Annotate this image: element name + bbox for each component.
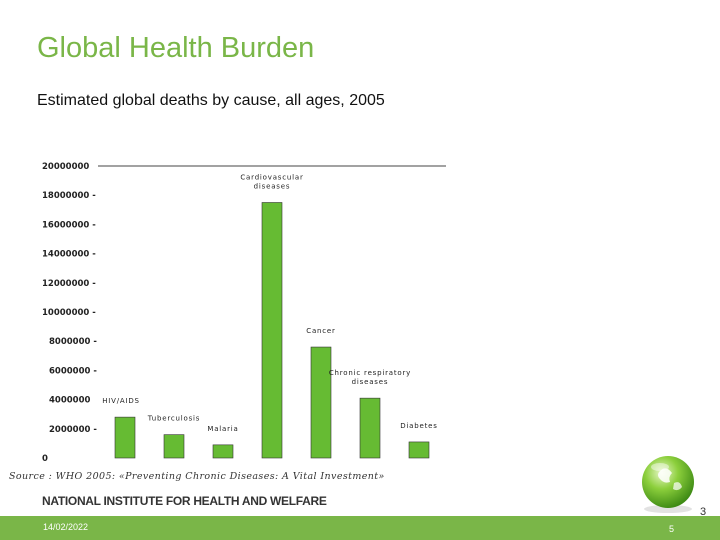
y-tick-label: 14000000 -: [42, 250, 96, 260]
page-number-top: 3: [700, 506, 707, 518]
y-tick-label: 8000000 -: [49, 337, 97, 347]
bar-label: Malaria: [207, 425, 238, 433]
y-tick-label: 12000000 -: [42, 279, 96, 289]
bar-label: diseases: [352, 378, 389, 386]
bar: [310, 346, 332, 459]
deaths-bar-chart: 0 2000000 - 4000000 6000000 - 8000000 - 10000…: [42, 162, 446, 464]
y-tick-label: 6000000 -: [49, 366, 97, 376]
bar-label: HIV/AIDS: [102, 397, 140, 405]
bar: [212, 444, 234, 459]
footer-bar: 14/02/2022 5: [0, 516, 720, 540]
slide-title: Global Health Burden: [37, 32, 315, 64]
bar-label: Cardiovascular: [240, 174, 303, 182]
bar: [114, 416, 136, 459]
y-tick-label: 2000000 -: [49, 425, 97, 435]
y-tick-label: 16000000 -: [42, 220, 96, 230]
bar-label: Diabetes: [400, 422, 437, 430]
slide-subtitle: Estimated global deaths by cause, all ag…: [37, 92, 385, 109]
globe-logo-icon: [642, 456, 694, 513]
bar-label: Chronic respiratory: [329, 369, 411, 377]
footer-date: 14/02/2022: [43, 522, 89, 532]
y-tick-label: 18000000 -: [42, 191, 96, 201]
y-tick-label: 20000000: [42, 162, 89, 172]
y-tick-label: 4000000: [49, 396, 90, 406]
bar-label: Cancer: [306, 327, 335, 335]
institute-name: NATIONAL INSTITUTE FOR HEALTH AND WELFAR…: [42, 494, 327, 508]
bar-label: Tuberculosis: [147, 415, 200, 423]
y-tick-label: 10000000 -: [42, 308, 96, 318]
bar: [408, 441, 430, 459]
source-note: Source : WHO 2005: «Preventing Chronic D…: [9, 471, 385, 482]
bar: [163, 434, 185, 459]
bar: [261, 202, 283, 459]
bar-label: diseases: [254, 183, 291, 191]
y-tick-label: 0: [42, 454, 48, 464]
bar: [359, 397, 381, 459]
footer-page-number: 5: [669, 524, 675, 534]
